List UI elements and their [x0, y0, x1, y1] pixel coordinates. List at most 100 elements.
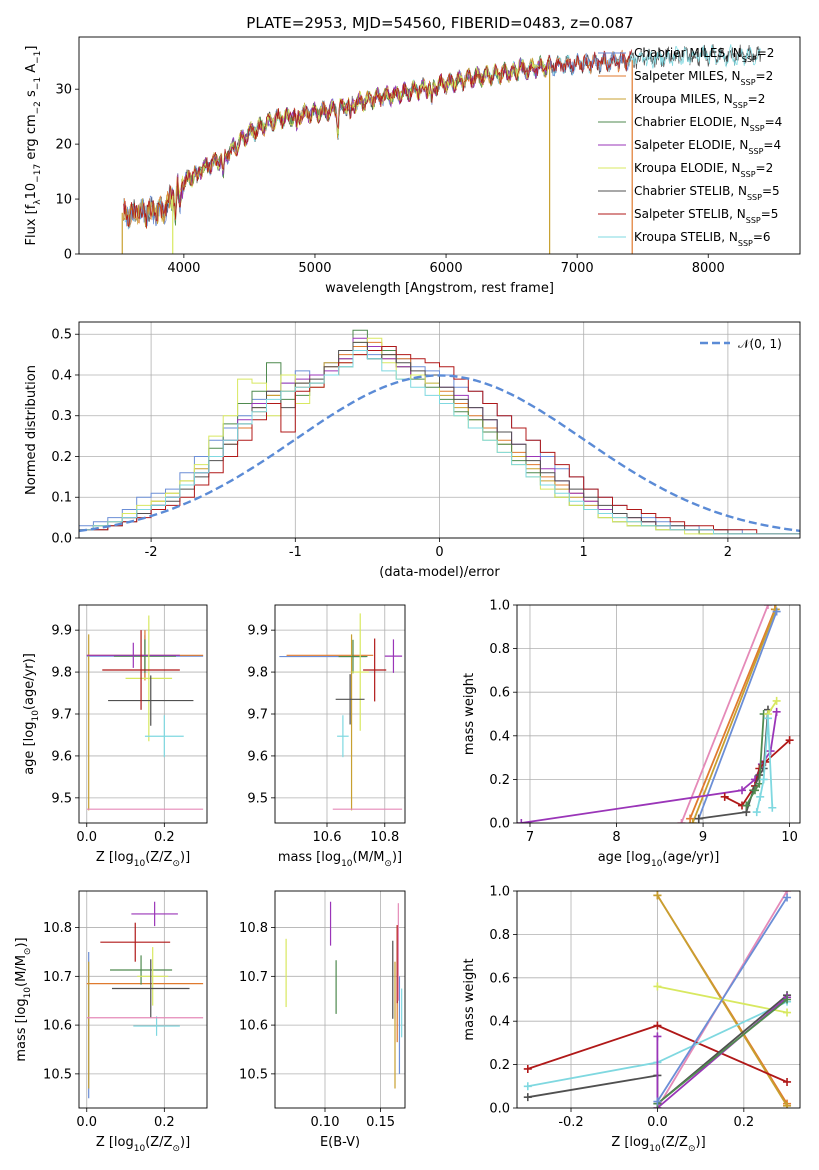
y-tick-label: 1.0: [489, 599, 510, 614]
x-axis-label: age [log10(age/yr)]: [598, 850, 720, 869]
y-tick-label: 0: [64, 248, 72, 263]
y-axis-label-part: s: [24, 90, 39, 101]
y-tick-label: 10.8: [43, 921, 72, 936]
x-axis-label-part: Z [log: [96, 850, 134, 865]
histogram-kroupa-stelib: [79, 350, 800, 538]
weight-marker-salpeter-elodie: [772, 707, 781, 716]
x-tick-label: 0.2: [154, 830, 175, 845]
legend-nssp: 2: [758, 92, 766, 106]
legend-model: Kroupa STELIB: [634, 230, 721, 244]
legend-model: Salpeter ELODIE: [634, 138, 732, 152]
legend-entry-chabrier-miles: Chabrier MILES, NSSP=2: [634, 46, 774, 64]
legend-n-label: , N: [733, 115, 750, 129]
plot-area: [285, 901, 403, 1089]
y-axis-label-part: 10: [31, 710, 41, 722]
y-axis-label-part: A: [24, 64, 39, 77]
x-axis-label: Z [log10(Z/Z⊙)]: [96, 1135, 190, 1154]
weight-line-chabrier-elodie: [745, 713, 765, 807]
y-axis-label-part: (M/M: [14, 955, 29, 987]
legend-nssp: 5: [772, 184, 780, 198]
y-tick-label: 9.6: [247, 749, 268, 764]
panel-spectrum: 4000 5000 6000 7000 8000 0 10 20 30 wavelength [A…: [24, 36, 801, 296]
legend-entry-kroupa-miles: Kroupa MILES, NSSP=2: [634, 92, 765, 110]
legend-entry-chabrier-elodie: Chabrier ELODIE, NSSP=4: [634, 115, 782, 133]
weight-marker-chabrier-elodie: [783, 995, 792, 1004]
legend-equals: =: [763, 138, 773, 152]
legend-n-sub: SSP: [733, 101, 748, 110]
legend-n-sub: SSP: [750, 124, 765, 133]
y-tick-label: 0.5: [51, 328, 72, 343]
y-tick-label: 0.4: [51, 368, 72, 383]
y-tick-label: 30: [55, 83, 72, 98]
y-axis-label-part: 10: [24, 183, 39, 200]
x-tick-label: 0.15: [366, 1115, 395, 1130]
x-axis-label-part: (Z/Z: [145, 850, 172, 865]
legend-equals: =: [757, 46, 767, 60]
legend-n-label: , N: [729, 207, 746, 221]
y-axis-label-part: mass [log: [14, 998, 29, 1061]
y-tick-label: 10.6: [239, 1019, 268, 1034]
panel-z-mass: 0.0 0.210.510.610.710.8Z [log10(Z/Z⊙)]mas…: [14, 890, 208, 1154]
legend-n-label: , N: [730, 184, 747, 198]
spectrum-line-salpeter-stelib: [123, 49, 633, 228]
y-axis-label: Normed distribution: [24, 365, 39, 495]
legend-equals: =: [756, 161, 766, 175]
x-tick-label: 0.2: [154, 1115, 175, 1130]
weight-marker-salpeter-elodie: [653, 1032, 662, 1041]
y-axis-label-part: −1: [33, 77, 43, 90]
y-tick-label: 0.4: [489, 729, 510, 744]
x-tick-label: 0.0: [647, 1115, 668, 1130]
y-axis-label-part: (age/yr)]: [22, 653, 37, 710]
weight-marker-kroupa-elodie: [783, 1008, 792, 1017]
x-axis-label-part: 10: [134, 859, 146, 869]
weight-marker-chabrier-elodie: [750, 786, 759, 795]
y-axis-label: Flux [fλ10−17 erg cm−2 s−1 A−1]: [24, 46, 43, 246]
x-tick-label: 0.10: [311, 1115, 340, 1130]
panel-residuals: -2 -1 0 1 2 0.0 0.1 0.2 0.3 0.4 0.5 (data-model)/er…: [24, 321, 801, 580]
weight-marker-kroupa-stelib: [756, 792, 765, 801]
x-tick-label: 5000: [298, 261, 331, 276]
x-axis-label-part: Z [log: [96, 1135, 134, 1150]
x-tick-label: 7000: [561, 261, 594, 276]
legend-nssp: 4: [773, 138, 781, 152]
x-tick-label: 0: [435, 545, 443, 560]
y-tick-label: 10.5: [43, 1067, 72, 1082]
weight-marker-kroupa-miles: [688, 819, 697, 823]
y-tick-label: 0.1: [51, 491, 72, 506]
y-axis-label: mass [log10(M/M⊙)]: [14, 937, 33, 1061]
y-axis-label-part: )]: [14, 937, 29, 947]
x-axis-label-part: (Z/Z: [661, 1135, 688, 1150]
plot-area: [79, 329, 800, 538]
y-tick-label: 0.4: [489, 1015, 510, 1030]
axes-frame: [516, 604, 801, 824]
x-tick-label: 10.6: [313, 830, 342, 845]
legend-n-label: , N: [724, 161, 741, 175]
y-tick-label: 0.0: [489, 817, 510, 832]
x-axis-label-part: (M/M: [353, 850, 385, 865]
spectrum-line-kroupa-miles: [123, 57, 550, 228]
legend-nssp: 5: [771, 207, 779, 221]
x-axis-label-part: )]: [180, 1135, 190, 1150]
plot-area: [523, 891, 792, 1108]
y-tick-label: 0.6: [489, 971, 510, 986]
x-axis-label-part: )]: [392, 850, 402, 865]
weight-marker-chabrier-elodie: [742, 801, 751, 810]
weight-marker-kroupa-stelib: [768, 803, 777, 812]
legend-entry-kroupa-stelib: Kroupa STELIB, NSSP=6: [634, 230, 771, 248]
x-axis-label-part: (Z/Z: [145, 1135, 172, 1150]
x-axis-label-part: ⊙: [172, 1144, 180, 1154]
legend-entry-chabrier-stelib: Chabrier STELIB, NSSP=5: [634, 184, 780, 202]
legend-n-sub: SSP: [741, 170, 756, 179]
weight-marker-chabrier-stelib: [694, 814, 703, 823]
y-axis-label-part: 10: [23, 987, 33, 999]
x-tick-label: 0.0: [76, 830, 97, 845]
spectrum-line-chabrier-miles: [123, 51, 630, 230]
y-tick-label: 10.8: [239, 921, 268, 936]
x-axis-label-part: mass [log: [278, 850, 341, 865]
y-tick-label: 9.6: [51, 749, 72, 764]
x-tick-label: 10.8: [370, 830, 399, 845]
weight-marker-kroupa-miles: [653, 891, 662, 900]
legend-nssp: 2: [766, 161, 774, 175]
y-tick-label: 0.2: [489, 773, 510, 788]
